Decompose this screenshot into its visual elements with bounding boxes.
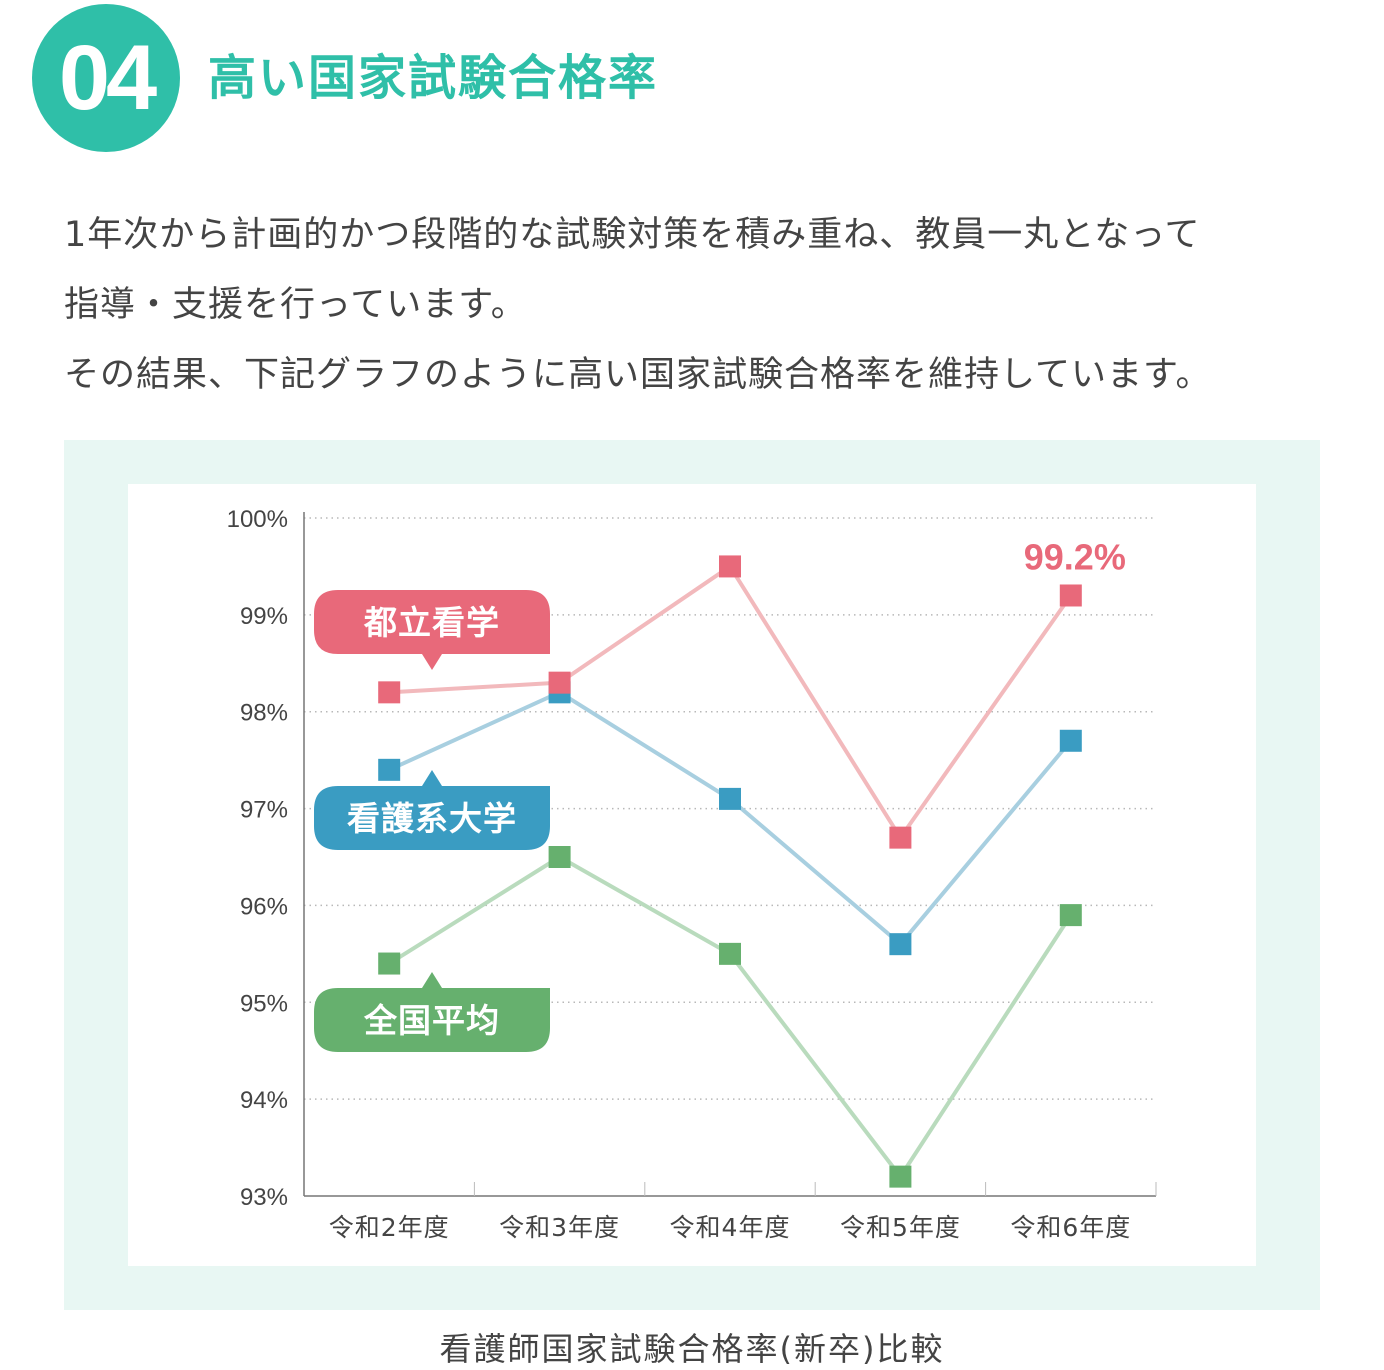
intro-line: 指導・支援を行っています。 xyxy=(64,285,527,325)
x-tick-label: 令和5年度 xyxy=(840,1213,961,1242)
y-tick-label: 95% xyxy=(240,990,288,1017)
y-tick-label: 96% xyxy=(240,893,288,920)
x-tick-label: 令和3年度 xyxy=(499,1213,620,1242)
data-point-marker xyxy=(548,846,571,868)
intro-text: 1年次から計画的かつ段階的な試験対策を積み重ね、教員一丸となって 指導・支援を行… xyxy=(64,200,1344,410)
data-point-marker xyxy=(719,942,741,965)
data-point-marker xyxy=(889,1165,912,1188)
series-callout-label: 都立看学 xyxy=(363,603,500,642)
y-tick-label: 100% xyxy=(227,506,288,533)
series-callout-bubble xyxy=(314,590,550,670)
data-point-marker xyxy=(1059,729,1082,752)
series-callout-bubble xyxy=(314,972,550,1052)
data-point-marker xyxy=(889,933,912,956)
section-title: 高い国家試験合格率 xyxy=(208,50,659,106)
value-annotation: 99.2% xyxy=(1024,536,1126,577)
y-tick-label: 97% xyxy=(240,797,288,824)
data-point-marker xyxy=(548,671,571,694)
data-point-marker xyxy=(719,787,741,810)
y-tick-label: 94% xyxy=(240,1087,288,1114)
data-point-marker xyxy=(719,555,741,578)
intro-line: その結果、下記グラフのように高い国家試験合格率を維持しています。 xyxy=(64,355,1212,395)
series-callout-bubble xyxy=(314,770,550,850)
data-point-marker xyxy=(1059,904,1082,927)
y-tick-label: 93% xyxy=(240,1184,288,1211)
x-tick-label: 令和4年度 xyxy=(670,1213,791,1242)
data-point-marker xyxy=(889,826,912,849)
pass-rate-line-chart: 100% 99% 98% 97% 96% 95% 94% 93% 令和2年度 令和3年度 令和4年度… xyxy=(227,506,1157,1242)
chart-card: 100% 99% 98% 97% 96% 95% 94% 93% 令和2年度 令和3年度 令和4年度… xyxy=(128,484,1256,1266)
data-point-marker xyxy=(378,952,401,975)
data-point-marker xyxy=(378,681,401,704)
x-tick-label: 令和6年度 xyxy=(1010,1213,1131,1242)
section-number-badge: 04 xyxy=(32,4,180,152)
data-point-marker xyxy=(1059,584,1082,607)
chart-panel: 100% 99% 98% 97% 96% 95% 94% 93% 令和2年度 令和3年度 令和4年度… xyxy=(64,440,1320,1310)
y-tick-label: 99% xyxy=(240,603,288,630)
intro-line: 1年次から計画的かつ段階的な試験対策を積み重ね、教員一丸となって xyxy=(64,215,1201,255)
x-tick-label: 令和2年度 xyxy=(329,1213,450,1242)
series-callout-label: 全国平均 xyxy=(363,1001,500,1040)
data-point-marker xyxy=(378,758,401,781)
chart-caption: 看護師国家試験合格率(新卒)比較 xyxy=(439,1330,945,1368)
series-callout-label: 看護系大学 xyxy=(347,799,517,838)
y-tick-label: 98% xyxy=(240,700,288,727)
